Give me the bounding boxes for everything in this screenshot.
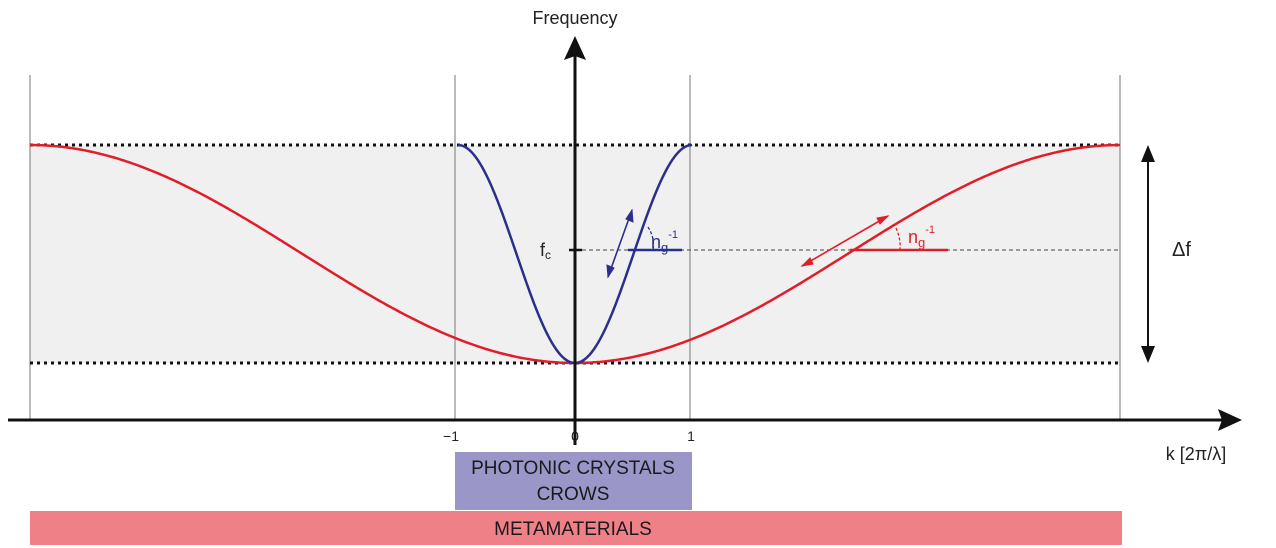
y-axis-arrowhead-icon [564, 36, 586, 60]
fc-label: fc [540, 240, 551, 262]
delta-f-label: Δf [1172, 239, 1191, 261]
red-angle-arc [895, 227, 901, 251]
red-arrowhead-down-icon [800, 257, 814, 267]
red-tangent-arrow [801, 215, 889, 267]
photonic-crystals-label: PHOTONIC CRYSTALS [471, 458, 675, 479]
blue-arrowhead-up-icon [625, 208, 634, 223]
blue-arrowhead-down-icon [606, 264, 615, 279]
x-axis-arrowhead-icon [1218, 409, 1242, 431]
x-tick-0: 0 [571, 428, 579, 444]
blue-tangent-arrow [607, 209, 633, 278]
metamaterials-label: METAMATERIALS [494, 519, 652, 540]
delta-f-arrowhead-up-icon [1141, 145, 1155, 162]
x-tick-minus-1: −1 [443, 428, 459, 444]
x-axis-label: k [2π/λ] [1166, 444, 1226, 464]
crows-label: CROWS [537, 484, 610, 505]
blue-ng-label: ng-1 [651, 229, 678, 255]
red-ng-label: ng-1 [908, 224, 935, 250]
blue-angle-arc [647, 226, 655, 251]
red-arrowhead-up-icon [876, 215, 890, 225]
metamaterials-bar [30, 511, 1122, 545]
photonic-crystals-bar [455, 452, 692, 510]
delta-f-arrowhead-down-icon [1141, 346, 1155, 363]
y-axis-label: Frequency [532, 8, 617, 28]
x-tick-1: 1 [687, 428, 695, 444]
